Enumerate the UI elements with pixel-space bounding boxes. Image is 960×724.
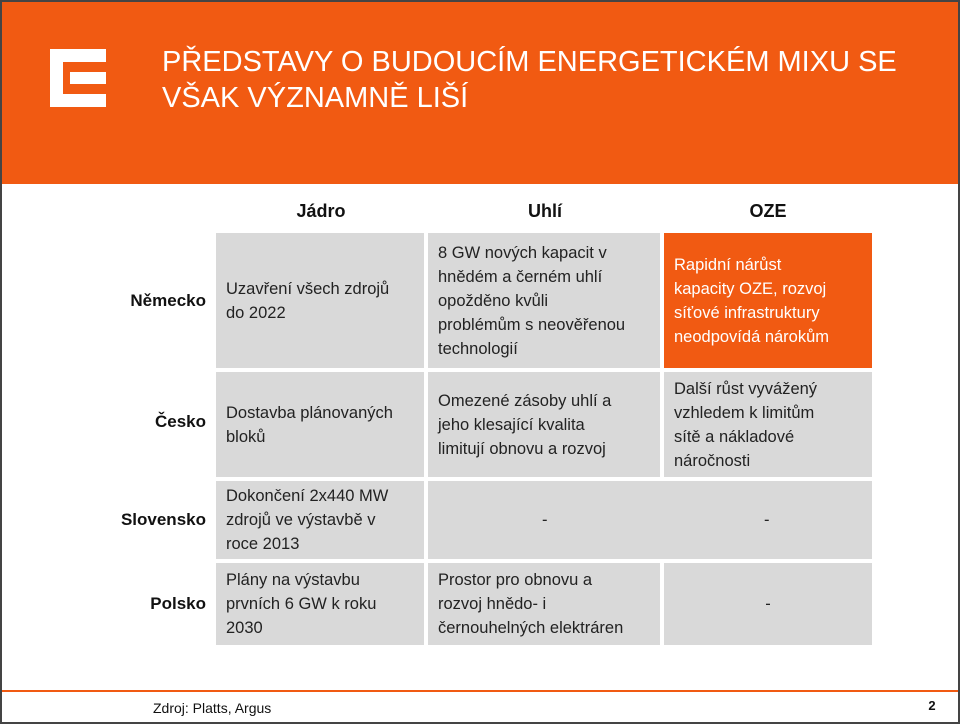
cell-line: náročnosti [674,451,751,470]
cell-line: zdrojů ve výstavbě v [226,511,376,529]
source-note: Zdroj: Platts, Argus [153,700,272,716]
cell-nemecko-uhli: 8 GW nových kapacit v hnědém a černém uh… [428,233,660,368]
cell-line: limitují obnovu a rozvoj [438,439,606,458]
cell-line: Plány na výstavbu [226,571,360,589]
cell-line: jeho klesající kvalita [438,415,585,434]
footer-divider [2,690,958,692]
cell-line: Prostor pro obnovu a [438,571,593,589]
column-header-oze: OZE [749,201,787,221]
slide-title-line-1: PŘEDSTAVY O BUDOUCÍM ENERGETICKÉM MIXU S… [162,46,897,78]
column-header-jadro: Jádro [296,201,346,221]
row-header-polsko: Polsko [150,594,206,613]
cell-polsko-oze: - [664,563,872,645]
cell-slovensko-uhli-value: - [542,511,548,529]
cell-polsko-oze-value: - [765,595,771,613]
cell-nemecko-oze: Rapidní nárůst kapacity OZE, rozvoj síťo… [664,233,872,368]
cell-line: kapacity OZE, rozvoj [674,279,827,298]
cell-cesko-jadro: Dostavba plánovaných bloků [216,372,424,477]
cell-line: sítě a nákladové [674,427,795,446]
cell-line: hnědém a černém uhlí [438,267,603,286]
slide-title-line-2: VŠAK VÝZNAMNĚ LIŠÍ [162,82,469,114]
cell-line: neodpovídá nárokům [674,327,830,346]
cell-line: Uzavření všech zdrojů [226,279,390,298]
cez-e-logo-icon [50,49,106,107]
cell-slovensko-oze-value: - [764,511,770,529]
cell-slovensko-uhli-oze: - - [428,481,872,559]
cell-line: vzhledem k limitům [674,403,815,422]
page-number: 2 [928,698,936,713]
cell-line: do 2022 [226,303,286,322]
cell-line: Další růst vyvážený [674,379,818,398]
row-header-slovensko: Slovensko [120,510,206,529]
cell-line: roce 2013 [226,535,300,553]
cell-line: technologií [438,339,518,358]
cell-line: černouhelných elektráren [438,619,624,637]
cell-nemecko-jadro: Uzavření všech zdrojů do 2022 [216,233,424,368]
cell-cesko-uhli: Omezené zásoby uhlí a jeho klesající kva… [428,372,660,477]
cell-line: opožděno kvůli [438,291,549,310]
cell-line: 2030 [226,619,263,637]
row-header-cesko: Česko [154,412,206,431]
cell-polsko-jadro: Plány na výstavbu prvních 6 GW k roku 20… [216,563,424,645]
cell-line: 8 GW nových kapacit v [438,243,607,262]
cell-line: bloků [226,427,266,446]
cell-line: síťové infrastruktury [674,303,820,322]
cell-cesko-oze: Další růst vyvážený vzhledem k limitům s… [664,372,872,477]
cell-line: problémům s neověřenou [438,315,626,334]
cell-line: Dostavba plánovaných [226,403,393,422]
column-header-uhli: Uhlí [528,201,562,221]
slide-header: PŘEDSTAVY O BUDOUCÍM ENERGETICKÉM MIXU S… [2,2,958,184]
cell-line: Dokončení 2x440 MW [226,487,389,505]
cell-line: Omezené zásoby uhlí a [438,391,612,410]
cell-polsko-uhli: Prostor pro obnovu a rozvoj hnědo- i čer… [428,563,660,645]
row-header-nemecko: Německo [130,291,206,310]
slide-title: PŘEDSTAVY O BUDOUCÍM ENERGETICKÉM MIXU S… [162,44,902,116]
cell-line: prvních 6 GW k roku [226,595,377,613]
cell-line: Rapidní nárůst [674,255,782,274]
cell-slovensko-jadro: Dokončení 2x440 MW zdrojů ve výstavbě v … [216,481,424,559]
cell-line: rozvoj hnědo- i [438,595,547,613]
